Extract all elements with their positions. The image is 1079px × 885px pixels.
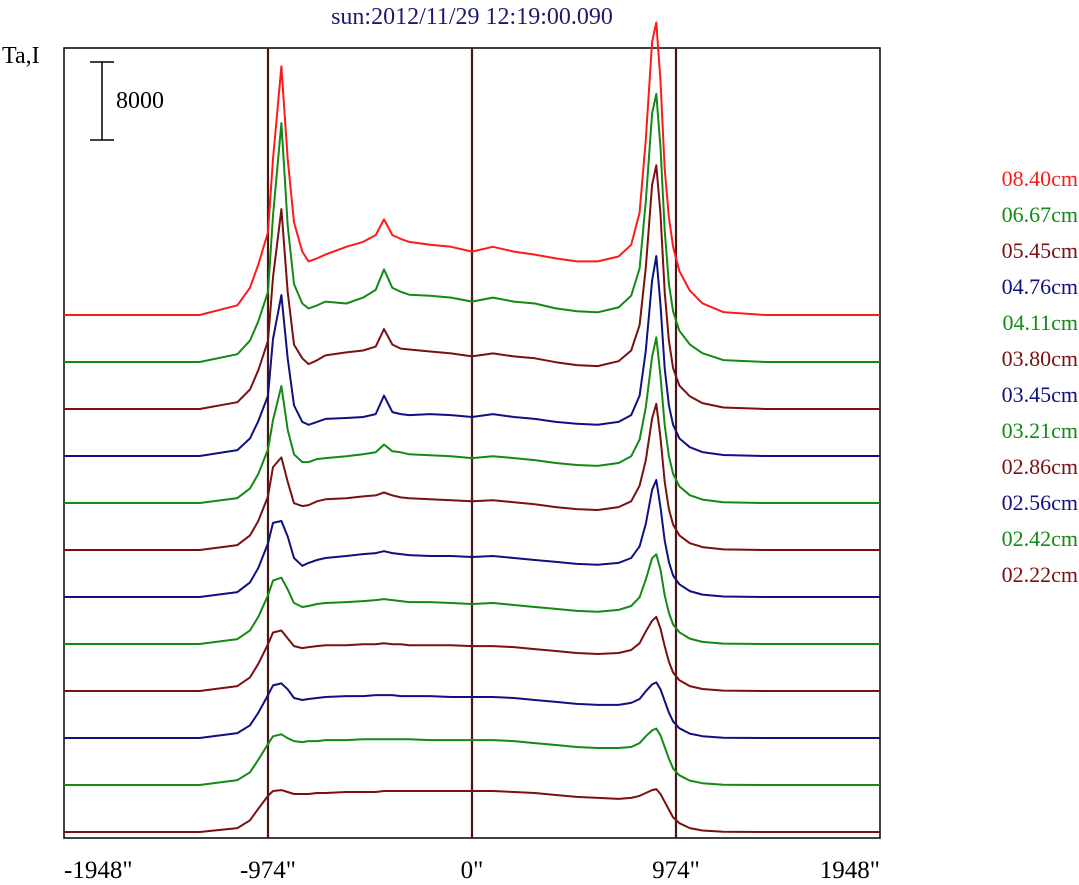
chart-title: sun:2012/11/29 12:19:00.090 — [331, 4, 613, 30]
legend-entry: 04.11cm — [1002, 310, 1078, 335]
legend-entry: 05.45cm — [1002, 238, 1078, 263]
legend-entry: 02.42cm — [1002, 526, 1078, 551]
y-axis-label: Ta,I — [2, 43, 40, 69]
series-line-03.45cm — [64, 479, 880, 598]
series-line-03.21cm — [64, 553, 880, 645]
x-tick-label: 0" — [461, 857, 484, 884]
series-line-05.45cm — [64, 164, 880, 410]
x-tick-label: -974" — [240, 857, 296, 884]
legend-entry: 08.40cm — [1002, 166, 1078, 191]
x-tick-label: 1948" — [820, 857, 880, 884]
x-tick-label: -1948" — [64, 857, 133, 884]
series-line-02.56cm — [64, 681, 880, 739]
legend: 08.40cm 06.67cm 05.45cm 04.76cm 04.11cm 03.80… — [1002, 166, 1078, 587]
legend-entry: 03.21cm — [1002, 418, 1078, 443]
legend-entry: 02.86cm — [1002, 454, 1078, 479]
series-line-04.11cm — [64, 336, 880, 504]
series-line-06.67cm — [64, 92, 880, 363]
scale-bar: 8000 — [90, 61, 164, 141]
series-line-03.80cm — [64, 402, 880, 551]
legend-entry: 02.22cm — [1002, 562, 1078, 587]
series-line-04.76cm — [64, 255, 880, 457]
legend-entry: 03.80cm — [1002, 346, 1078, 371]
x-axis-ticks: -1948" -974" 0" 974" 1948" — [64, 857, 880, 884]
scale-bar-label: 8000 — [116, 88, 164, 114]
legend-entry: 04.76cm — [1002, 274, 1078, 299]
series-line-02.42cm — [64, 727, 880, 786]
series-lines — [64, 21, 880, 833]
series-line-08.40cm — [64, 21, 880, 316]
legend-entry: 02.56cm — [1002, 490, 1078, 515]
vertical-markers — [266, 48, 678, 838]
series-line-02.86cm — [64, 615, 880, 692]
legend-entry: 03.45cm — [1002, 382, 1078, 407]
legend-entry: 06.67cm — [1002, 202, 1078, 227]
x-tick-label: 974" — [652, 857, 700, 884]
series-line-02.22cm — [64, 788, 880, 833]
